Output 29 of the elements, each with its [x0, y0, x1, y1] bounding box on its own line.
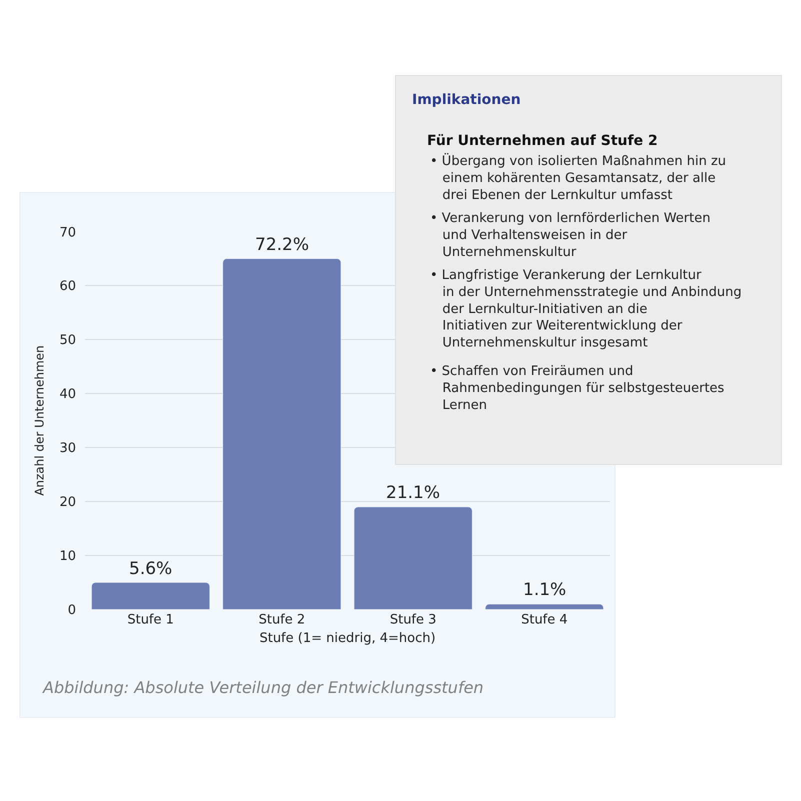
- text: • Übergang von isolierten Maßnahmen hin zu einem kohärenten Gesamtansatz, der alle drei Ebenen der Lernkultur umfasst: [430, 153, 726, 203]
- text: Für Unternehmen auf Stufe 2: [427, 133, 658, 149]
- y-tick-label: 20: [59, 495, 76, 510]
- y-tick-label: 50: [59, 333, 76, 348]
- annotation: 5.6%: [129, 559, 172, 579]
- bar: [354, 506, 472, 610]
- text: Implikationen: [412, 92, 521, 108]
- x-axis-title: Stufe (1= niedrig, 4=hoch): [259, 631, 436, 646]
- x-tick-label: Stufe 2: [258, 612, 306, 628]
- annotation: 1.1%: [523, 580, 566, 600]
- y-tick-label: 10: [59, 549, 76, 564]
- y-tick-label: 60: [59, 279, 76, 294]
- text: Abbildung: Absolute Verteilung der Entwicklungsstufen: [42, 678, 484, 697]
- annotation: • Schaffen von Freiräumen und Rahmenbedingungen für selbstgesteuertes Lernen: [430, 364, 725, 413]
- annotation: • Verankerung von lernförderlichen Werten und Verhaltensweisen in der Unternehmenskultur: [430, 211, 710, 260]
- x-tick-label: Stufe 4: [521, 612, 568, 628]
- y-tick-label: 40: [59, 387, 76, 402]
- y-tick-label: 30: [59, 441, 76, 456]
- annotation: 21.1%: [386, 483, 440, 503]
- y-tick-label: 70: [59, 225, 76, 240]
- bar: [91, 582, 210, 610]
- x-tick-label: Stufe 1: [127, 612, 174, 628]
- bar: [222, 258, 342, 610]
- y-axis-title: Anzahl der Unternehmen: [32, 345, 47, 496]
- bar: [485, 604, 604, 610]
- x-tick-label: Stufe 3: [390, 612, 436, 628]
- annotation: • Langfristige Verankerung der Lernkultur in der Unternehmensstrategie und Anbindung der Lernkultur-Initiativen an die Initiativen zur Weiterentwicklung der Unternehmenskultur insgesamt: [430, 268, 742, 351]
- annotation: 72.2%: [255, 235, 310, 255]
- y-tick-label: 0: [68, 603, 76, 618]
